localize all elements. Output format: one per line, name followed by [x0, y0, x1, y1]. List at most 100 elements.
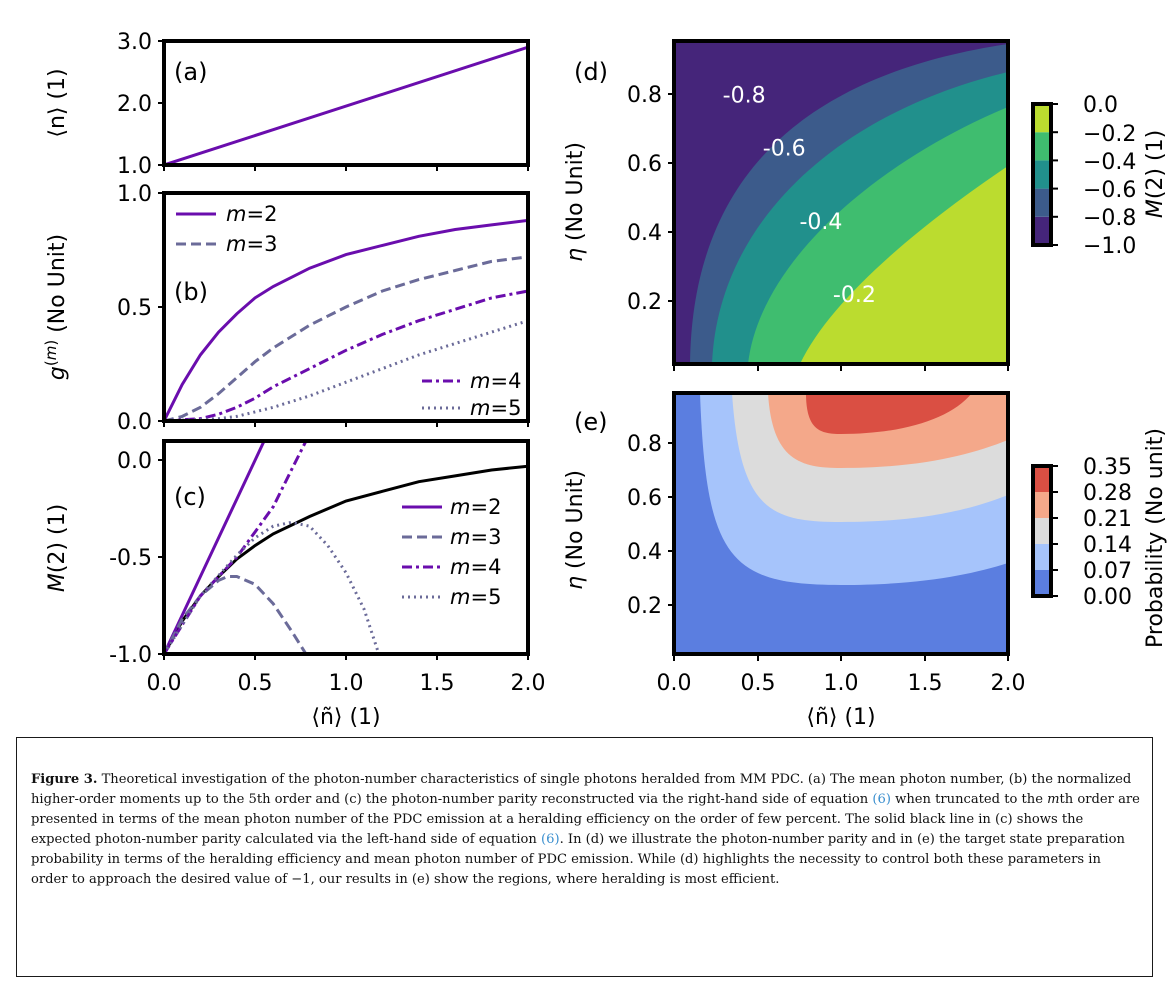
xtick-label: 1.5	[908, 671, 943, 696]
legend-m: 3	[264, 232, 277, 256]
series-line-m2	[164, 441, 266, 654]
colorbar-segment	[1033, 104, 1051, 133]
colorbar-tick: 0.35	[1083, 455, 1132, 480]
legend-m: 4	[488, 555, 501, 579]
xtick-label: 2.0	[511, 671, 546, 696]
caption-text: when truncated to the	[890, 792, 1048, 807]
contour-label: -0.2	[833, 283, 876, 308]
series-line-m5	[164, 319, 528, 421]
caption-label: Figure 3.	[31, 772, 98, 787]
legend-m: 2	[264, 202, 277, 226]
xtick-label: 2.0	[991, 671, 1026, 696]
colorbar-tick: −0.4	[1083, 150, 1136, 175]
panel-c: -1.0 -0.5 0.0 0.0 0.5 1.0 1.5 2.0 ⟨ñ⟩ (1…	[45, 439, 546, 730]
xtick-label: 1.0	[329, 671, 364, 696]
colorbar-tick: −1.0	[1083, 234, 1136, 259]
contour-region	[806, 393, 972, 434]
legend-b-top: m=2 m=3	[176, 202, 277, 256]
series-line-mundefined	[164, 45, 528, 165]
colorbar-e	[1031, 464, 1058, 598]
colorbar-segment	[1033, 216, 1051, 245]
caption-text: m	[1047, 792, 1060, 807]
ytick-label: 0.0	[117, 410, 152, 435]
y-axis-label: M(2) (1)	[45, 504, 70, 592]
colorbar-segment	[1033, 570, 1051, 596]
svg-text:m=4: m=4	[470, 369, 521, 393]
colorbar-segment	[1033, 132, 1051, 161]
svg-text:m=5: m=5	[470, 396, 521, 420]
legend-m: 5	[508, 396, 521, 420]
xtick-label: 1.0	[824, 671, 859, 696]
svg-text:m=2: m=2	[226, 202, 277, 226]
series-line-m4	[164, 441, 308, 654]
colorbar-tick: 0.21	[1083, 507, 1132, 532]
caption-frame	[16, 737, 1153, 977]
colorbar-tick: 0.28	[1083, 481, 1132, 506]
contour-region	[800, 166, 1008, 364]
panel-b: 0.0 0.5 1.0 (b) g(m) (No Unit) m=2 m=3 m…	[42, 182, 530, 435]
contour-label: -0.8	[723, 83, 766, 108]
y-axis-label: g(m) (No Unit)	[42, 234, 70, 380]
panel-label: (d)	[574, 58, 608, 86]
contour-label: -0.4	[799, 210, 842, 235]
series-line-m3	[164, 255, 528, 421]
colorbar-label: M(2) (1)	[1143, 130, 1168, 218]
svg-text:m=2: m=2	[450, 495, 501, 519]
panel-a: 1.0 2.0 3.0 (a) ⟨n⟩ (1)	[45, 30, 530, 179]
panel-e: 0.2 0.4 0.6 0.8 0.0 0.5 1.0 1.5 2.0 ⟨ñ⟩ …	[563, 391, 1168, 730]
ytick-label: 3.0	[117, 30, 152, 55]
colorbar-segment	[1033, 466, 1051, 492]
panel-label: (c)	[174, 483, 206, 511]
legend-m: 3	[488, 525, 501, 549]
equation-link[interactable]: (6)	[872, 792, 891, 807]
colorbar-tick: −0.6	[1083, 178, 1136, 203]
y-axis-label: η (No Unit)	[563, 470, 588, 590]
svg-text:m=4: m=4	[450, 555, 501, 579]
ytick-label: 0.8	[627, 83, 662, 108]
caption-text: th order are presented in terms of the m…	[31, 792, 1140, 847]
colorbar-tick: 0.0	[1083, 93, 1118, 118]
ytick-label: 0.2	[627, 594, 662, 619]
xtick-label: 0.0	[657, 671, 692, 696]
series-line-m2	[164, 218, 528, 421]
x-axis-label: ⟨ñ⟩ (1)	[806, 705, 875, 730]
svg-text:m=5: m=5	[450, 585, 501, 609]
xtick-label: 1.5	[420, 671, 455, 696]
ytick-label: 0.6	[627, 152, 662, 177]
xtick-label: 0.5	[741, 671, 776, 696]
legend-m: 4	[508, 369, 521, 393]
colorbar-tick: 0.07	[1083, 559, 1132, 584]
figure: 1.0 2.0 3.0 (a) ⟨n⟩ (1) 0.0 0.5 1.0 (b) …	[42, 30, 1168, 730]
ytick-label: 2.0	[117, 92, 152, 117]
panel-d: -0.8 -0.6 -0.4 -0.2 0.2 0.4 0.6 0.8 (d) η (…	[563, 39, 1168, 371]
colorbar-segment	[1033, 492, 1051, 518]
colorbar-segment	[1033, 544, 1051, 570]
colorbar-tick: 0.14	[1083, 533, 1132, 558]
xtick-label: 0.5	[238, 671, 273, 696]
legend-b-bottom: m=4 m=5	[422, 369, 521, 420]
series-line-m3	[164, 575, 308, 654]
y-axis-label: η (No Unit)	[563, 142, 588, 262]
ytick-label: -0.5	[109, 546, 152, 571]
ytick-label: 0.4	[627, 540, 662, 565]
figure-caption: Figure 3. Theoretical investigation of t…	[31, 770, 1141, 890]
equation-link[interactable]: (6)	[541, 832, 560, 847]
contour-label: -0.6	[763, 137, 806, 162]
caption-text: Theoretical investigation of the photon-…	[31, 772, 1132, 807]
ytick-label: 0.8	[627, 432, 662, 457]
panel-label: (b)	[174, 278, 208, 306]
colorbar-tick: −0.8	[1083, 206, 1136, 231]
caption-text: . In (d) we illustrate the photon-number…	[31, 832, 1125, 887]
y-axis-label: ⟨n⟩ (1)	[45, 68, 70, 137]
ytick-label: 1.0	[117, 182, 152, 207]
colorbar-e-ticks: 0.35 0.28 0.21 0.14 0.07 0.00	[1083, 455, 1132, 610]
panel-label: (a)	[174, 58, 207, 86]
svg-text:m=3: m=3	[226, 232, 277, 256]
x-axis-label: ⟨ñ⟩ (1)	[311, 705, 380, 730]
ytick-label: 0.2	[627, 290, 662, 315]
colorbar-segment	[1033, 188, 1051, 217]
ytick-label: 1.0	[117, 154, 152, 179]
svg-text:m=3: m=3	[450, 525, 501, 549]
colorbar-label: Probability (No unit)	[1143, 428, 1168, 648]
colorbar-d	[1031, 102, 1058, 247]
